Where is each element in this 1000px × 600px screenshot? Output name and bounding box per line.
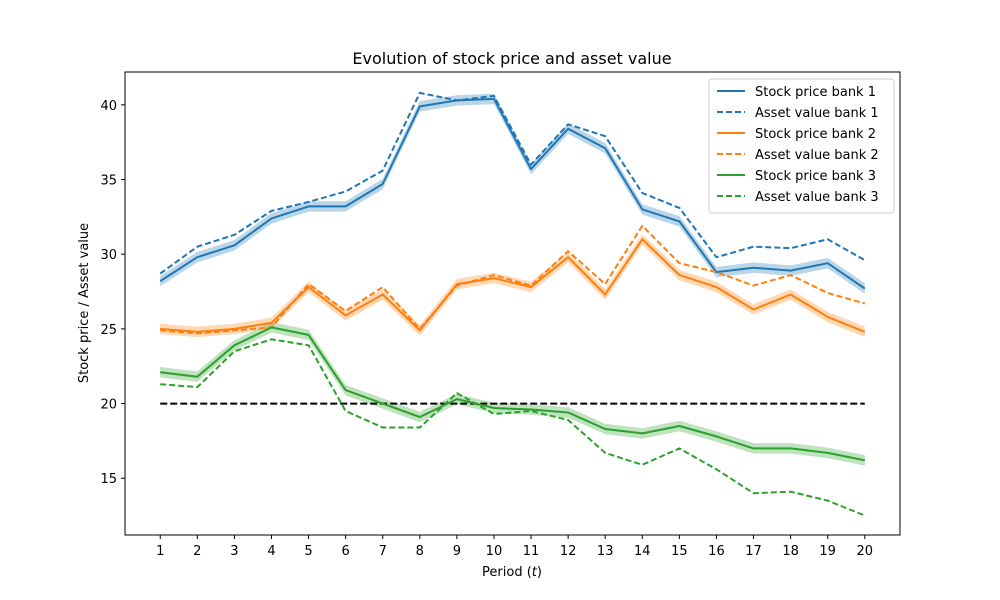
x-tick-label: 8 bbox=[416, 544, 424, 559]
y-tick-label: 40 bbox=[100, 99, 117, 114]
x-tick-label: 17 bbox=[745, 544, 762, 559]
x-axis-label-var: t bbox=[532, 565, 538, 580]
x-tick-label: 15 bbox=[671, 544, 688, 559]
x-axis-label: Period (t) bbox=[482, 565, 542, 580]
legend: Stock price bank 1 Asset value bank 1 Stoc… bbox=[708, 78, 895, 214]
plot-area-frame bbox=[124, 71, 901, 536]
x-tick-label: 2 bbox=[193, 544, 201, 559]
legend-label: Asset value bank 3 bbox=[755, 190, 879, 205]
legend-box bbox=[708, 78, 895, 214]
x-tick-label: 5 bbox=[304, 544, 312, 559]
legend-label: Asset value bank 1 bbox=[755, 106, 879, 121]
legend-label: Stock price bank 3 bbox=[755, 169, 876, 184]
legend-label: Stock price bank 1 bbox=[755, 85, 876, 100]
y-axis-ticks: 15 20 25 30 35 40 bbox=[100, 99, 125, 487]
legend-label: Stock price bank 2 bbox=[755, 127, 876, 142]
x-axis-ticks: 1 2 3 4 5 6 7 8 9 10 11 12 13 14 15 16 17 18 19 20 bbox=[156, 535, 873, 559]
x-tick-label: 3 bbox=[230, 544, 238, 559]
y-tick-label: 30 bbox=[100, 248, 117, 263]
y-tick-label: 20 bbox=[100, 398, 117, 413]
x-tick-label: 18 bbox=[782, 544, 799, 559]
series-lines bbox=[159, 91, 866, 517]
legend-label: Asset value bank 2 bbox=[755, 148, 879, 163]
series-line-6 bbox=[160, 338, 866, 517]
x-tick-label: 20 bbox=[856, 544, 873, 559]
x-tick-label: 16 bbox=[708, 544, 725, 559]
x-tick-label: 9 bbox=[453, 544, 461, 559]
x-tick-label: 14 bbox=[634, 544, 651, 559]
y-tick-label: 25 bbox=[100, 323, 117, 338]
x-tick-label: 4 bbox=[267, 544, 275, 559]
x-axis-label-suffix: ) bbox=[537, 565, 542, 580]
x-tick-label: 12 bbox=[560, 544, 577, 559]
x-axis-label-prefix: Period ( bbox=[482, 565, 532, 580]
series-line-1 bbox=[159, 97, 866, 290]
y-tick-label: 15 bbox=[100, 472, 117, 487]
x-tick-label: 13 bbox=[597, 544, 614, 559]
y-tick-label: 35 bbox=[100, 174, 117, 189]
x-tick-label: 10 bbox=[486, 544, 503, 559]
x-tick-label: 1 bbox=[156, 544, 164, 559]
series-line-5 bbox=[160, 326, 865, 462]
chart-title: Evolution of stock price and asset value bbox=[352, 49, 671, 68]
x-tick-label: 19 bbox=[819, 544, 836, 559]
x-tick-label: 7 bbox=[379, 544, 387, 559]
series-line-3 bbox=[160, 238, 866, 333]
series-line-2 bbox=[159, 91, 866, 275]
x-tick-label: 11 bbox=[523, 544, 540, 559]
y-axis-label: Stock price / Asset value bbox=[77, 223, 92, 383]
x-tick-label: 6 bbox=[341, 544, 349, 559]
series-line-4 bbox=[160, 224, 866, 335]
band-series-5 bbox=[160, 322, 865, 466]
band-series-3 bbox=[160, 234, 865, 338]
